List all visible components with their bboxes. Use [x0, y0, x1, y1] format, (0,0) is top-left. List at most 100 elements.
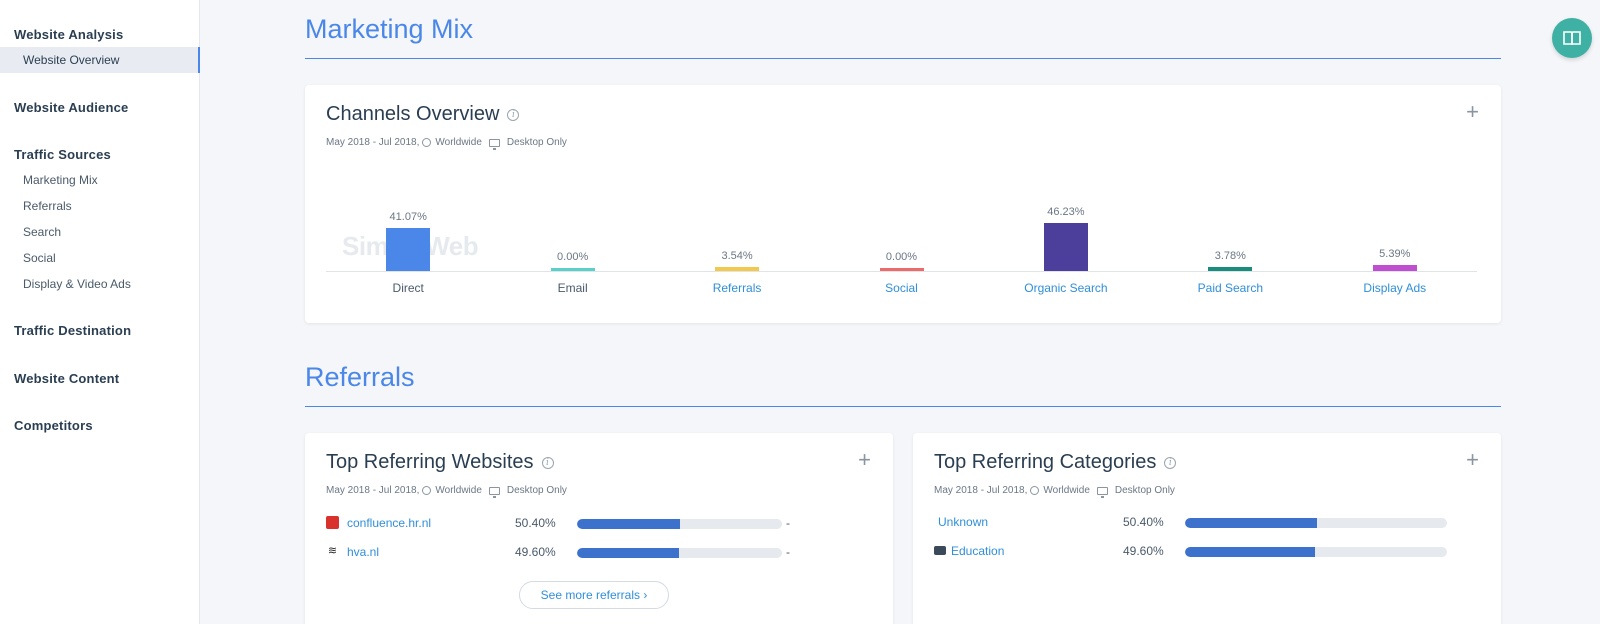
- category-link[interactable]: Unknown: [938, 515, 989, 529]
- category-share-fill: [1185, 518, 1318, 528]
- channels-bar-chart: SimilarWeb 41.07%Direct0.00%Email3.54%Re…: [326, 185, 1477, 315]
- date-range: May 2018 - Jul 2018,: [326, 485, 420, 496]
- sidebar-group-competitors[interactable]: Competitors: [14, 418, 93, 433]
- chart-bar-referrals[interactable]: [715, 267, 760, 271]
- card-title: Top Referring Categories i: [934, 451, 1177, 474]
- card-meta: May 2018 - Jul 2018, Worldwide Desktop O…: [326, 137, 567, 150]
- referral-share-fill: [577, 548, 679, 558]
- referral-share: 49.60%: [515, 545, 556, 559]
- sidebar-item-search[interactable]: Search: [23, 225, 62, 239]
- sidebar-group-traffic-sources[interactable]: Traffic Sources: [14, 147, 111, 162]
- category-share-bar: [1185, 547, 1447, 557]
- referral-site-link[interactable]: confluence.hr.nl: [347, 516, 432, 530]
- date-range: May 2018 - Jul 2018,: [934, 485, 1028, 496]
- sidebar: Website Analysis Website Overview Websit…: [0, 0, 200, 624]
- top-referring-websites-title: Top Referring Websites: [326, 451, 534, 473]
- briefcase-icon: [934, 546, 946, 555]
- chart-bar-social[interactable]: [879, 268, 924, 271]
- channels-overview-title: Channels Overview: [326, 103, 500, 125]
- book-icon: [1563, 31, 1581, 46]
- referral-site-link[interactable]: hva.nl: [347, 545, 380, 559]
- chart-category-label: Email: [557, 281, 588, 295]
- chart-data-label: 0.00%: [557, 251, 589, 263]
- chart-category-label[interactable]: Referrals: [712, 281, 762, 295]
- referral-share: 50.40%: [515, 516, 556, 530]
- desktop-icon: [488, 486, 500, 498]
- globe-icon: [422, 486, 432, 495]
- region: Worldwide: [435, 485, 482, 496]
- category-share: 50.40%: [1123, 515, 1164, 529]
- device: Desktop Only: [1114, 485, 1175, 496]
- category-share-fill: [1185, 547, 1315, 557]
- card-title: Channels Overview i: [326, 103, 520, 126]
- chart-data-label: 3.54%: [721, 250, 753, 263]
- globe-icon: [1030, 486, 1040, 495]
- chart-category-label[interactable]: Social: [885, 281, 918, 295]
- section-title-referrals: Referrals: [305, 362, 415, 392]
- chart-data-label: 0.00%: [885, 251, 918, 263]
- see-more-label: See more referrals: [540, 588, 641, 602]
- sidebar-group-traffic-destination[interactable]: Traffic Destination: [14, 323, 132, 338]
- chart-category-label[interactable]: Organic Search: [1024, 281, 1108, 295]
- region: Worldwide: [435, 137, 482, 148]
- desktop-icon: [488, 138, 500, 150]
- top-referring-categories-title: Top Referring Categories: [934, 451, 1157, 473]
- hva-logo-icon: ≋: [327, 545, 338, 557]
- desktop-icon: [1096, 486, 1108, 498]
- sidebar-item-marketing-mix[interactable]: Marketing Mix: [23, 173, 98, 187]
- chart-bar-organic-search[interactable]: [1043, 223, 1088, 271]
- referral-share-fill: [577, 519, 681, 529]
- sidebar-group-website-audience[interactable]: Website Audience: [14, 100, 129, 115]
- help-book-button[interactable]: [1552, 18, 1592, 58]
- device: Desktop Only: [506, 137, 567, 148]
- card-title: Top Referring Websites i: [326, 451, 554, 474]
- category-link[interactable]: Education: [951, 544, 1005, 558]
- top-referring-websites-card: Top Referring Websites i May 2018 - Jul …: [305, 433, 893, 624]
- hr-logo-icon: [326, 516, 339, 529]
- plus-icon[interactable]: +: [1466, 99, 1479, 124]
- section-title-marketing-mix: Marketing Mix: [305, 14, 474, 44]
- table-row: Unknown 50.40%: [934, 513, 1474, 533]
- chart-category-label[interactable]: Display Ads: [1363, 281, 1427, 295]
- chart-data-label: 3.78%: [1214, 250, 1246, 263]
- device: Desktop Only: [506, 485, 567, 496]
- referral-change: -: [786, 545, 790, 559]
- chart-bar-email[interactable]: [550, 268, 595, 271]
- chart-data-label: 41.07%: [389, 211, 427, 224]
- section-divider: [305, 58, 1501, 59]
- referral-share-bar: [577, 548, 782, 558]
- chart-bar-display-ads[interactable]: [1372, 265, 1417, 271]
- info-icon[interactable]: i: [1164, 456, 1177, 469]
- table-row: Education 49.60%: [934, 542, 1474, 562]
- sidebar-group-website-content[interactable]: Website Content: [14, 371, 120, 386]
- plus-icon[interactable]: +: [1466, 447, 1479, 472]
- chart-category-label: Direct: [392, 281, 424, 295]
- chart-data-label: 5.39%: [1379, 248, 1411, 261]
- plus-icon[interactable]: +: [858, 447, 871, 472]
- table-row: ≋ hva.nl 49.60% -: [326, 543, 866, 563]
- info-icon[interactable]: i: [507, 108, 520, 121]
- sidebar-item-website-overview[interactable]: Website Overview: [0, 47, 200, 73]
- chart-bar-direct[interactable]: [386, 228, 431, 271]
- date-range: May 2018 - Jul 2018,: [326, 137, 420, 148]
- section-divider: [305, 406, 1501, 407]
- chevron-right-icon: ›: [643, 588, 648, 602]
- sidebar-item-display-video-ads[interactable]: Display & Video Ads: [23, 277, 131, 291]
- category-share: 49.60%: [1123, 544, 1164, 558]
- chart-category-label[interactable]: Paid Search: [1197, 281, 1264, 295]
- sidebar-item-social[interactable]: Social: [23, 251, 56, 265]
- sidebar-group-website-analysis[interactable]: Website Analysis: [14, 27, 124, 42]
- chart-baseline: [326, 271, 1477, 272]
- sidebar-item-referrals[interactable]: Referrals: [23, 199, 72, 213]
- table-row: confluence.hr.nl 50.40% -: [326, 514, 866, 534]
- category-share-bar: [1185, 518, 1447, 528]
- region: Worldwide: [1043, 485, 1090, 496]
- top-referring-categories-card: Top Referring Categories i May 2018 - Ju…: [913, 433, 1501, 624]
- chart-bar-paid-search[interactable]: [1208, 267, 1253, 271]
- card-meta: May 2018 - Jul 2018, Worldwide Desktop O…: [326, 485, 567, 498]
- info-icon[interactable]: i: [541, 456, 554, 469]
- globe-icon: [422, 138, 432, 147]
- see-more-referrals-button[interactable]: See more referrals ›: [519, 581, 669, 609]
- referral-change: -: [786, 516, 790, 530]
- card-meta: May 2018 - Jul 2018, Worldwide Desktop O…: [934, 485, 1175, 498]
